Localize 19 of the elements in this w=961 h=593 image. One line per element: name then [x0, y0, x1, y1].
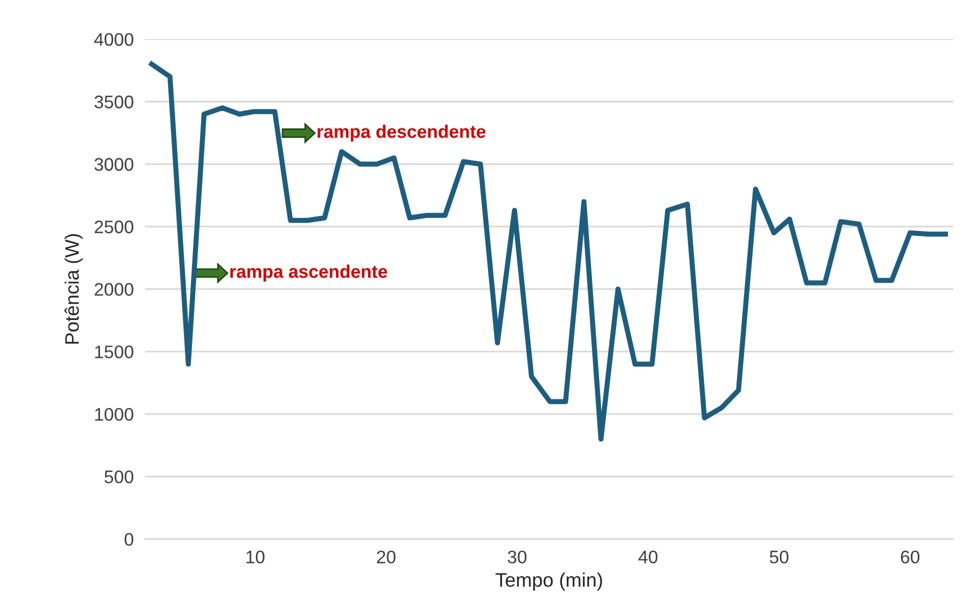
- y-tick-label: 3500: [94, 96, 134, 108]
- y-tick-label: 1000: [95, 408, 134, 421]
- y-tick-label: 0: [124, 532, 134, 546]
- x-tick-label: 40: [638, 550, 658, 564]
- y-axis-title: Potência (W): [64, 234, 83, 344]
- annotation: rampa ascendente: [230, 264, 388, 282]
- y-tick-label: 2500: [94, 220, 134, 234]
- annotation: rampa descendente: [318, 124, 486, 142]
- x-tick-label: 20: [377, 550, 396, 564]
- x-tick-label: 30: [508, 550, 526, 564]
- x-tick-label: 60: [900, 550, 920, 564]
- x-axis-title: Tempo (min): [496, 572, 602, 591]
- y-tick-label: 4000: [94, 33, 134, 46]
- x-tick-label: 10: [246, 550, 264, 564]
- y-tick-label: 500: [104, 470, 134, 484]
- y-tick-label: 3000: [94, 158, 134, 171]
- x-tick-label: 50: [770, 550, 788, 564]
- y-tick-label: 2000: [94, 283, 134, 296]
- y-tick-label: 1500: [95, 346, 134, 358]
